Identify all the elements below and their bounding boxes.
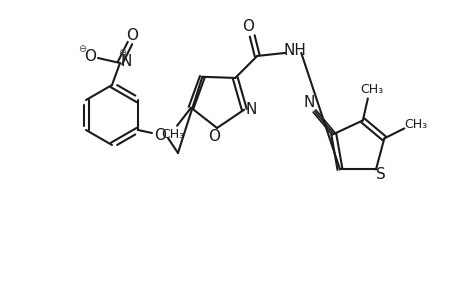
Text: CH₃: CH₃ — [359, 83, 383, 96]
Text: O: O — [154, 128, 166, 142]
Text: O: O — [126, 28, 138, 43]
Text: S: S — [375, 167, 385, 182]
Text: N: N — [120, 53, 131, 68]
Text: ⊖: ⊖ — [78, 44, 86, 54]
Text: O: O — [84, 49, 96, 64]
Text: O: O — [207, 130, 219, 145]
Text: CH₃: CH₃ — [404, 118, 427, 131]
Text: N: N — [303, 94, 314, 110]
Text: CH₃: CH₃ — [161, 128, 184, 141]
Text: NH: NH — [283, 44, 306, 59]
Text: N: N — [245, 102, 257, 117]
Text: ⊕: ⊕ — [118, 48, 126, 58]
Text: O: O — [242, 20, 254, 34]
